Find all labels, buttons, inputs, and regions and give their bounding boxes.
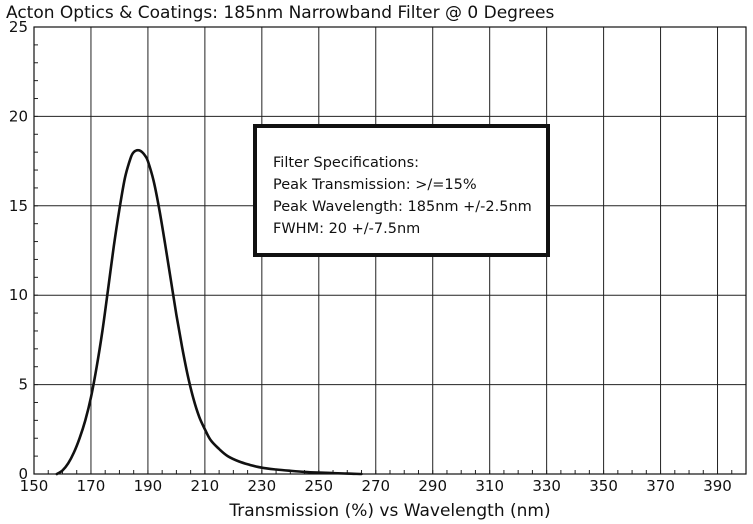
plot-frame (33, 26, 747, 475)
spec-box-border (253, 124, 550, 257)
spec-line-peak-wavelength: Peak Wavelength: 185nm +/-2.5nm (273, 199, 532, 215)
x-tick-label: 270 (361, 477, 390, 495)
x-tick-labels: 150 170 190 210 230 250 270 290 310 330 350 370 390 (20, 477, 732, 495)
x-tick-label: 250 (304, 477, 333, 495)
y-tick-labels: 0 5 10 15 20 25 (9, 18, 28, 483)
x-tick-label: 310 (475, 477, 504, 495)
spec-line-peak-transmission: Peak Transmission: >/=15% (273, 177, 477, 193)
y-tick-label: 5 (18, 376, 28, 394)
y-tick-label: 0 (18, 465, 28, 483)
x-tick-label: 370 (646, 477, 675, 495)
x-tick-label: 190 (134, 477, 163, 495)
x-tick-label: 350 (589, 477, 618, 495)
x-tick-label: 150 (20, 477, 49, 495)
x-tick-label: 290 (418, 477, 447, 495)
x-axis-label: Transmission (%) vs Wavelength (nm) (228, 501, 550, 521)
y-tick-label: 20 (9, 107, 28, 125)
x-tick-label: 170 (77, 477, 106, 495)
y-tick-label: 25 (9, 18, 28, 36)
spec-title: Filter Specifications: (273, 155, 419, 171)
y-tick-label: 15 (9, 197, 28, 215)
x-tick-label: 210 (191, 477, 220, 495)
spec-box: Filter Specifications: Peak Transmission… (253, 124, 550, 257)
y-tick-label: 10 (9, 286, 28, 304)
series-line (55, 148, 363, 476)
chart-title: Acton Optics & Coatings: 185nm Narrowban… (6, 3, 554, 23)
x-tick-label: 390 (703, 477, 732, 495)
spec-line-fwhm: FWHM: 20 +/-7.5nm (273, 221, 420, 237)
x-tick-label: 330 (532, 477, 561, 495)
x-tick-label: 230 (248, 477, 277, 495)
